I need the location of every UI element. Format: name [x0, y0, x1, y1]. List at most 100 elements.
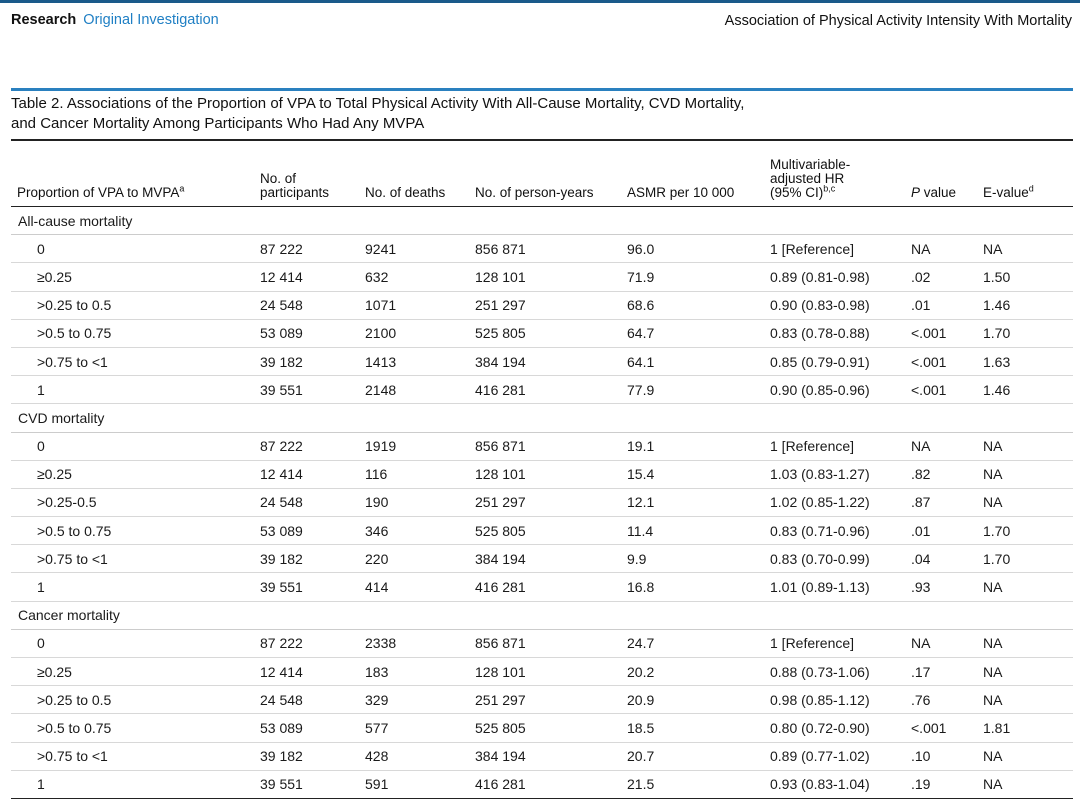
col-header-person-years: No. of person-years [469, 144, 621, 207]
cell-participants: 24 548 [254, 291, 359, 320]
cell-deaths: 591 [359, 770, 469, 799]
cell-hr: 0.90 (0.85-0.96) [764, 375, 905, 405]
table-row: 0 87 222 9241 856 871 96.0 1 [Reference] NA NA [11, 234, 1073, 264]
cell-p-value: .76 [905, 685, 977, 715]
col-header-p-value: P value [905, 144, 977, 207]
cell-e-value: 1.46 [977, 291, 1073, 320]
cell-person-years: 384 194 [469, 742, 621, 771]
cell-person-years: 525 805 [469, 713, 621, 743]
cell-deaths: 2100 [359, 319, 469, 348]
cell-e-value: 1.70 [977, 544, 1073, 574]
cell-proportion: >0.75 to <1 [11, 742, 254, 771]
table-row: >0.25 to 0.5 24 548 1071 251 297 68.6 0.90 (0… [11, 291, 1073, 320]
cell-person-years: 416 281 [469, 375, 621, 405]
cell-proportion: ≥0.25 [11, 657, 254, 687]
cell-participants: 87 222 [254, 234, 359, 264]
cell-deaths: 116 [359, 460, 469, 489]
cell-participants: 39 182 [254, 544, 359, 574]
cell-asmr: 20.9 [621, 685, 764, 715]
cell-participants: 39 182 [254, 347, 359, 377]
cell-person-years: 525 805 [469, 516, 621, 546]
table-row: >0.5 to 0.75 53 089 577 525 805 18.5 0.80 (0.… [11, 713, 1073, 743]
cell-hr: 1 [Reference] [764, 629, 905, 659]
cell-asmr: 20.2 [621, 657, 764, 687]
col-header-asmr: ASMR per 10 000 [621, 144, 764, 207]
table-section-row: CVD mortality [11, 403, 1073, 433]
col-header-e-value: E-valued [977, 144, 1073, 207]
cell-asmr: 16.8 [621, 572, 764, 602]
cell-deaths: 632 [359, 262, 469, 292]
cell-participants: 87 222 [254, 432, 359, 461]
cell-e-value: NA [977, 572, 1073, 602]
cell-asmr: 71.9 [621, 262, 764, 292]
table-section-row: Cancer mortality [11, 601, 1073, 630]
cell-participants: 24 548 [254, 488, 359, 518]
table-row: 1 39 551 2148 416 281 77.9 0.90 (0.85-0.96) <.… [11, 375, 1073, 405]
cell-e-value: 1.46 [977, 375, 1073, 405]
cell-e-value: NA [977, 234, 1073, 264]
cell-e-value: NA [977, 629, 1073, 659]
cell-participants: 39 182 [254, 742, 359, 771]
results-table: Proportion of VPA to MVPAa No. of partici… [11, 144, 1073, 799]
table-row: >0.75 to <1 39 182 220 384 194 9.9 0.83 (0.70… [11, 544, 1073, 574]
table-body: All-cause mortality 0 87 222 9241 856 871 96.… [11, 206, 1073, 799]
cell-p-value: .01 [905, 516, 977, 546]
cell-person-years: 856 871 [469, 432, 621, 461]
cell-asmr: 64.1 [621, 347, 764, 377]
table-top-rule [11, 88, 1073, 91]
running-title: Association of Physical Activity Intensi… [724, 13, 1072, 29]
cell-e-value: NA [977, 432, 1073, 461]
section-title: CVD mortality [11, 403, 1073, 433]
cell-proportion: >0.25 to 0.5 [11, 291, 254, 320]
table-row: 0 87 222 1919 856 871 19.1 1 [Reference] NA NA [11, 432, 1073, 461]
cell-participants: 12 414 [254, 657, 359, 687]
cell-proportion: 0 [11, 629, 254, 659]
cell-hr: 0.93 (0.83-1.04) [764, 770, 905, 799]
cell-hr: 1.01 (0.89-1.13) [764, 572, 905, 602]
cell-person-years: 128 101 [469, 262, 621, 292]
cell-person-years: 128 101 [469, 657, 621, 687]
table-caption: Table 2. Associations of the Proportion … [11, 94, 1011, 134]
cell-hr: 1.03 (0.83-1.27) [764, 460, 905, 489]
cell-proportion: >0.75 to <1 [11, 347, 254, 377]
cell-e-value: NA [977, 742, 1073, 771]
cell-person-years: 384 194 [469, 544, 621, 574]
cell-asmr: 77.9 [621, 375, 764, 405]
cell-proportion: >0.75 to <1 [11, 544, 254, 574]
cell-hr: 0.85 (0.79-0.91) [764, 347, 905, 377]
cell-deaths: 1071 [359, 291, 469, 320]
cell-hr: 0.89 (0.81-0.98) [764, 262, 905, 292]
cell-person-years: 384 194 [469, 347, 621, 377]
cell-deaths: 414 [359, 572, 469, 602]
cell-deaths: 1413 [359, 347, 469, 377]
cell-e-value: 1.63 [977, 347, 1073, 377]
cell-asmr: 11.4 [621, 516, 764, 546]
table-row: >0.25-0.5 24 548 190 251 297 12.1 1.02 (0.85-… [11, 488, 1073, 518]
cell-hr: 1 [Reference] [764, 432, 905, 461]
subsection-link[interactable]: Original Investigation [83, 12, 219, 28]
cell-hr: 0.83 (0.71-0.96) [764, 516, 905, 546]
cell-hr: 0.89 (0.77-1.02) [764, 742, 905, 771]
cell-deaths: 1919 [359, 432, 469, 461]
cell-participants: 53 089 [254, 713, 359, 743]
cell-hr: 1.02 (0.85-1.22) [764, 488, 905, 518]
cell-p-value: .93 [905, 572, 977, 602]
cell-person-years: 856 871 [469, 234, 621, 264]
cell-p-value: NA [905, 629, 977, 659]
cell-asmr: 21.5 [621, 770, 764, 799]
cell-asmr: 68.6 [621, 291, 764, 320]
cell-e-value: 1.81 [977, 713, 1073, 743]
cell-asmr: 24.7 [621, 629, 764, 659]
cell-p-value: .04 [905, 544, 977, 574]
cell-asmr: 18.5 [621, 713, 764, 743]
cell-e-value: 1.70 [977, 319, 1073, 348]
cell-participants: 39 551 [254, 572, 359, 602]
table-row: ≥0.25 12 414 632 128 101 71.9 0.89 (0.81-0.98… [11, 262, 1073, 292]
cell-asmr: 12.1 [621, 488, 764, 518]
cell-deaths: 428 [359, 742, 469, 771]
table-caption-line-1: Table 2. Associations of the Proportion … [11, 95, 745, 112]
cell-deaths: 329 [359, 685, 469, 715]
section-label: Research [11, 12, 77, 28]
cell-e-value: 1.70 [977, 516, 1073, 546]
cell-e-value: NA [977, 460, 1073, 489]
